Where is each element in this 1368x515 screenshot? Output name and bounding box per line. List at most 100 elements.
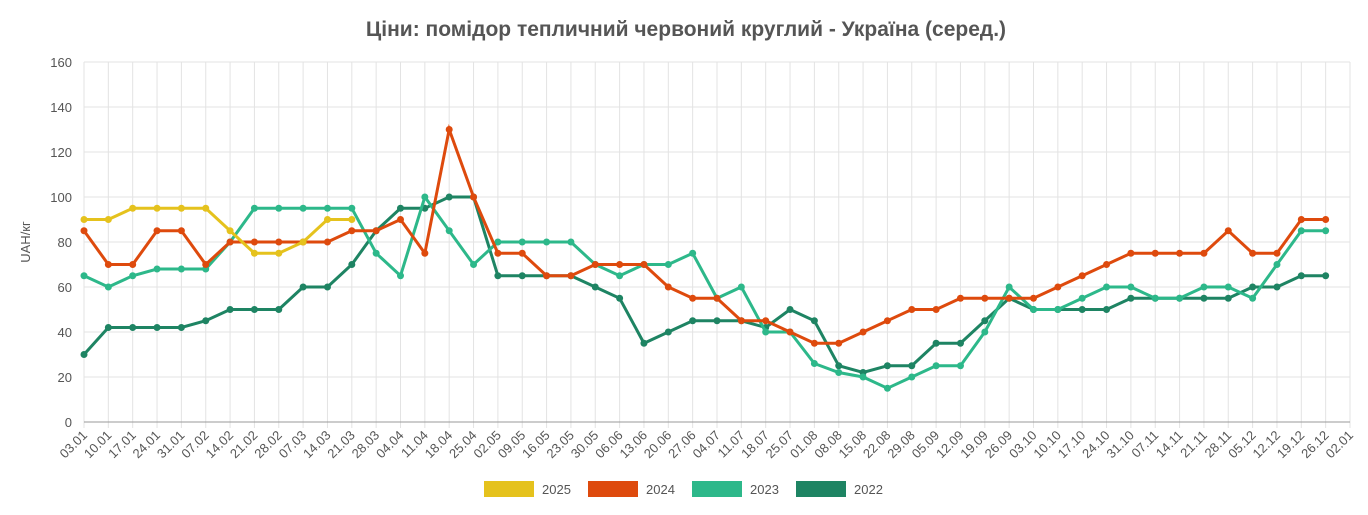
- x-tick-label: 04.04: [373, 428, 407, 462]
- data-point: [129, 261, 137, 268]
- data-point: [689, 294, 697, 302]
- data-point: [80, 216, 88, 223]
- data-point: [226, 238, 234, 246]
- data-point: [445, 193, 453, 201]
- data-point: [981, 317, 989, 325]
- data-point: [299, 204, 307, 212]
- data-point: [883, 317, 891, 325]
- data-point: [1224, 283, 1232, 291]
- data-point: [397, 216, 404, 223]
- data-point: [1200, 283, 1208, 291]
- data-point: [518, 272, 526, 280]
- series: [80, 123, 1330, 347]
- data-point: [1078, 272, 1086, 280]
- data-point: [908, 362, 916, 370]
- data-point: [835, 362, 843, 370]
- data-point: [981, 294, 989, 302]
- data-point: [494, 272, 502, 280]
- data-point: [1322, 272, 1330, 280]
- data-point: [202, 204, 210, 212]
- y-tick-label: 20: [58, 370, 72, 385]
- data-point: [1297, 227, 1305, 235]
- data-point: [104, 324, 112, 331]
- series-line: [83, 193, 1326, 390]
- data-point: [1322, 227, 1330, 235]
- x-tick-label: 21.11: [1177, 428, 1210, 461]
- data-point: [786, 328, 794, 336]
- data-point: [543, 272, 551, 280]
- data-point: [275, 238, 283, 246]
- data-point: [1297, 216, 1305, 223]
- legend-swatch: [484, 481, 534, 497]
- data-point: [226, 227, 234, 235]
- data-point: [177, 265, 185, 273]
- data-point: [226, 306, 234, 313]
- data-point: [470, 261, 478, 268]
- data-point: [1127, 283, 1135, 291]
- data-point: [177, 324, 185, 331]
- data-point: [421, 249, 429, 257]
- data-point: [1103, 283, 1111, 291]
- series: [80, 204, 356, 257]
- data-point: [104, 283, 112, 291]
- data-point: [1030, 306, 1037, 313]
- data-point: [1224, 227, 1232, 235]
- data-point: [1297, 272, 1305, 280]
- data-point: [859, 328, 867, 336]
- data-point: [956, 362, 964, 370]
- data-point: [1005, 283, 1013, 291]
- data-point: [1273, 249, 1281, 257]
- data-point: [932, 306, 940, 313]
- data-point: [1078, 306, 1086, 313]
- data-point: [981, 328, 989, 336]
- series-line: [82, 123, 1326, 345]
- legend-label: 2022: [854, 482, 883, 497]
- data-point: [1151, 294, 1159, 302]
- data-point: [713, 294, 721, 302]
- data-point: [810, 360, 818, 367]
- data-point: [1127, 294, 1135, 302]
- data-point: [1151, 249, 1159, 257]
- data-point: [835, 339, 843, 347]
- data-point: [737, 317, 745, 325]
- data-point: [80, 272, 88, 280]
- data-point: [810, 339, 818, 347]
- data-point: [153, 265, 161, 273]
- series-line: [82, 195, 1326, 375]
- data-point: [1273, 283, 1281, 291]
- y-axis-label: UAH/кг: [18, 221, 33, 263]
- data-point: [299, 238, 307, 246]
- data-point: [1249, 294, 1257, 302]
- y-tick-label: 80: [58, 235, 72, 250]
- data-point: [275, 306, 283, 313]
- data-point: [591, 283, 599, 291]
- data-point: [956, 339, 964, 347]
- data-point: [908, 373, 916, 381]
- data-point: [323, 283, 331, 291]
- data-point: [421, 193, 429, 201]
- data-point: [275, 249, 283, 257]
- data-point: [153, 324, 161, 331]
- data-point: [859, 373, 867, 381]
- data-point: [689, 249, 697, 257]
- data-point: [397, 272, 404, 280]
- data-point: [1127, 249, 1135, 257]
- data-point: [1322, 216, 1330, 223]
- y-tick-label: 60: [58, 280, 72, 295]
- data-point: [883, 384, 891, 392]
- data-point: [250, 249, 258, 257]
- data-point: [835, 369, 843, 376]
- legend-swatch: [796, 481, 846, 497]
- data-point: [883, 362, 891, 370]
- data-point: [348, 261, 356, 268]
- data-point: [494, 238, 502, 246]
- data-point: [932, 339, 940, 347]
- data-point: [786, 306, 794, 313]
- data-point: [250, 306, 258, 313]
- legend-label: 2023: [750, 482, 779, 497]
- chart-title: Ціни: помідор тепличний червоний круглий…: [366, 18, 1006, 41]
- data-point: [323, 238, 331, 246]
- data-point: [129, 204, 137, 212]
- data-point: [397, 204, 404, 212]
- x-tick-label: 14.11: [1153, 428, 1186, 461]
